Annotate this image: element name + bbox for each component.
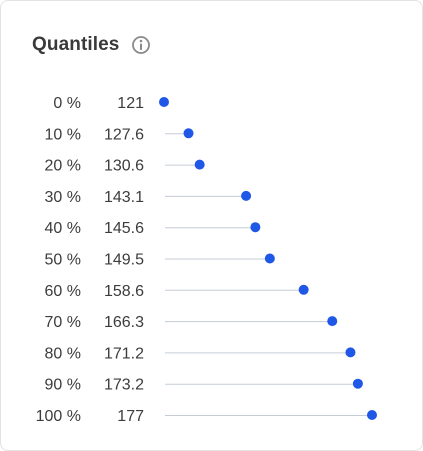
card-title: Quantiles — [32, 34, 120, 55]
quantile-point[interactable] — [264, 253, 275, 264]
quantile-row: 40 % 145.6 — [45, 220, 261, 237]
quantile-row: 20 % 130.6 — [45, 158, 205, 175]
quantile-label: 90 % — [45, 377, 81, 394]
quantile-value-label: 173.2 — [104, 377, 144, 394]
info-circle-icon[interactable] — [131, 35, 151, 55]
quantile-row: 0 % 121 — [53, 95, 169, 112]
quantile-label: 60 % — [45, 283, 81, 300]
quantile-label: 70 % — [45, 314, 81, 331]
quantile-label: 50 % — [45, 252, 81, 269]
quantile-label: 10 % — [45, 126, 81, 143]
quantile-row: 100 % 177 — [36, 408, 377, 425]
quantile-label: 100 % — [36, 408, 81, 425]
quantile-value-label: 166.3 — [104, 314, 144, 331]
quantile-row: 50 % 149.5 — [45, 252, 275, 269]
quantile-value-label: 145.6 — [104, 220, 144, 237]
quantile-label: 0 % — [53, 95, 81, 112]
quantile-value-label: 149.5 — [104, 252, 144, 269]
quantile-row: 80 % 171.2 — [45, 345, 356, 362]
card-header: Quantiles — [32, 32, 151, 58]
quantile-point[interactable] — [345, 347, 356, 358]
quantile-row: 70 % 166.3 — [45, 314, 338, 331]
quantile-value-label: 171.2 — [104, 345, 144, 362]
quantile-label: 20 % — [45, 158, 81, 175]
quantile-row: 90 % 173.2 — [45, 377, 363, 394]
quantile-value-label: 143.1 — [104, 189, 144, 206]
quantile-point[interactable] — [241, 190, 252, 201]
quantile-point[interactable] — [327, 316, 338, 327]
quantile-value-label: 158.6 — [104, 283, 144, 300]
quantile-label: 40 % — [45, 220, 81, 237]
quantile-label: 30 % — [45, 189, 81, 206]
quantile-value-label: 121 — [117, 95, 144, 112]
quantile-point[interactable] — [352, 378, 363, 389]
quantile-point[interactable] — [194, 159, 205, 170]
quantile-point[interactable] — [298, 284, 309, 295]
quantile-point[interactable] — [250, 222, 261, 233]
quantile-value-label: 127.6 — [104, 126, 144, 143]
quantile-row: 60 % 158.6 — [45, 283, 309, 300]
quantile-row: 30 % 143.1 — [45, 189, 252, 206]
quantile-value-label: 130.6 — [104, 158, 144, 175]
quantile-row: 10 % 127.6 — [45, 126, 194, 143]
quantile-point[interactable] — [159, 97, 169, 107]
quantile-point[interactable] — [183, 128, 194, 139]
quantile-label: 80 % — [45, 345, 81, 362]
quantile-point[interactable] — [367, 410, 377, 420]
quantile-value-label: 177 — [117, 408, 144, 425]
